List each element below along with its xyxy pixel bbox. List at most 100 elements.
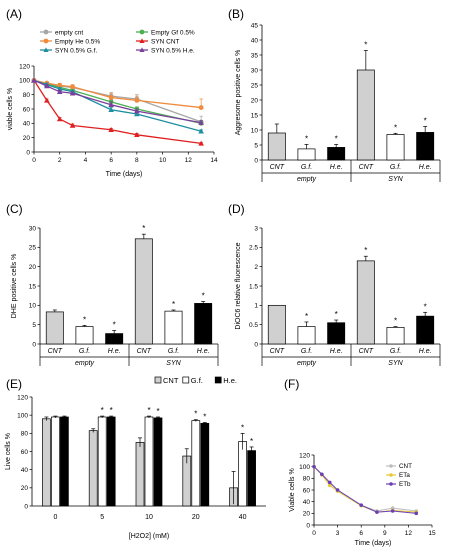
panel-e-label: (E) xyxy=(6,377,22,391)
F-xtick-label: 6 xyxy=(359,530,363,537)
A-series-3-point xyxy=(56,116,63,122)
A-legend-swatch-marker xyxy=(139,38,145,43)
A-series-5-point xyxy=(69,90,76,96)
panel-a-plot: 0 20 40 60 80 100 120 0 2 4 6 8 10 12 14 xyxy=(19,63,218,164)
E-ytick-label: 40 xyxy=(21,467,29,474)
panel-a-ylabel: viable cells % xyxy=(7,88,14,130)
C-category-label: CNT xyxy=(48,348,63,355)
D-category-label: CNT xyxy=(270,348,285,355)
C-bar xyxy=(75,326,94,345)
C-bar xyxy=(45,311,64,345)
E-legend-swatch xyxy=(154,376,162,384)
C-ytick-label: 5 xyxy=(32,322,36,329)
F-series-2-point xyxy=(327,480,332,485)
F-ytick-label: 40 xyxy=(303,499,311,506)
E-significance-mark: * xyxy=(101,406,104,415)
D-category-label: G.f. xyxy=(301,348,312,355)
A-ytick-label: 80 xyxy=(23,92,31,99)
C-ytick-label: 30 xyxy=(29,225,37,232)
B-significance-mark: * xyxy=(335,134,338,143)
C-bar xyxy=(194,303,213,345)
E-bar-H.e. xyxy=(60,416,69,507)
A-ytick-label: 40 xyxy=(23,121,31,128)
D-significance-mark: * xyxy=(305,312,308,321)
C-category-label: H.e. xyxy=(197,348,210,355)
E-significance-mark: * xyxy=(194,410,197,419)
D-ytick-label: 1.5 xyxy=(249,283,258,290)
C-category-label: CNT xyxy=(137,348,152,355)
B-ytick-label: 10 xyxy=(251,127,259,134)
A-series-5-point xyxy=(198,119,204,125)
panel-e-legend: CNT G.f. H.e. xyxy=(154,376,237,385)
panel-e-ylabel: Live cells % xyxy=(5,433,12,470)
A-series-2-point xyxy=(198,105,204,110)
panel-b-label: (B) xyxy=(228,7,244,21)
E-bar-H.e. xyxy=(153,417,163,507)
E-bar-G.f. xyxy=(97,416,107,507)
F-series-2-point xyxy=(375,510,379,514)
B-significance-mark: * xyxy=(364,41,367,50)
panel-f: (F) Viable cells % Time (days) 020406080… xyxy=(284,377,436,547)
B-category-label: H.e. xyxy=(419,164,432,171)
E-bar-G.f. xyxy=(51,416,60,507)
E-significance-mark: * xyxy=(203,412,206,421)
panel-b: (B) Aggresome positive cells % 0 5 10 15 20 2… xyxy=(228,7,441,183)
E-bar-H.e. xyxy=(247,450,256,507)
A-xtick-label: 12 xyxy=(185,157,193,164)
panel-f-label: (F) xyxy=(284,377,299,391)
A-ytick-label: 120 xyxy=(19,63,30,70)
F-series-2-point xyxy=(320,472,324,477)
A-ytick-label: 60 xyxy=(23,106,31,113)
D-significance-mark: * xyxy=(394,317,397,326)
C-ytick-label: 10 xyxy=(29,303,37,310)
F-legend-label: ETb xyxy=(399,481,411,488)
A-series-5-point xyxy=(56,89,63,95)
E-bar-CNT xyxy=(88,430,98,507)
F-legend-label: ETa xyxy=(399,472,410,479)
C-group-label: SYN xyxy=(166,360,181,367)
F-legend-swatch-marker xyxy=(389,473,393,477)
A-legend-swatch-marker xyxy=(43,38,49,44)
panel-f-legend: CNT ETa ETb xyxy=(386,463,412,488)
B-ytick-label: 35 xyxy=(251,52,259,59)
A-legend-swatch-marker xyxy=(139,29,145,35)
E-legend-swatch xyxy=(214,376,222,384)
E-category-label: 40 xyxy=(239,514,247,521)
D-bar xyxy=(386,327,405,345)
F-ytick-label: 120 xyxy=(299,452,310,459)
A-legend-swatch-marker xyxy=(43,47,49,52)
C-bar xyxy=(134,238,153,345)
D-ytick-label: 0 xyxy=(254,341,258,348)
E-category-label: 0 xyxy=(53,514,57,521)
D-bar xyxy=(356,260,375,345)
panel-f-xlabel: Time (days) xyxy=(355,540,392,547)
A-series-2-point xyxy=(134,98,140,103)
E-significance-mark: * xyxy=(241,423,244,432)
B-category-label: CNT xyxy=(359,164,374,171)
panel-d: (D) DiOC6 relative fluorescence 0 0.5 1 1.5… xyxy=(228,202,441,367)
A-xtick-label: 4 xyxy=(84,157,88,164)
A-series-4-point xyxy=(134,111,140,117)
D-ytick-label: 3 xyxy=(254,225,258,232)
F-series-2-point xyxy=(390,509,395,513)
D-ytick-label: 2 xyxy=(254,264,258,271)
A-xtick-label: 8 xyxy=(135,157,139,164)
D-significance-mark: * xyxy=(335,310,338,319)
F-xtick-label: 0 xyxy=(312,530,316,537)
E-bar-G.f. xyxy=(191,420,201,507)
E-category-label: 10 xyxy=(145,514,153,521)
A-series-3-point xyxy=(44,97,50,103)
panel-a-xlabel: Time (days) xyxy=(106,171,143,178)
D-bar xyxy=(416,315,435,345)
F-xtick-label: 15 xyxy=(428,530,436,537)
B-ytick-label: 5 xyxy=(254,142,258,149)
A-series-2-point xyxy=(57,82,63,88)
C-significance-mark: * xyxy=(172,300,175,309)
A-ytick-label: 20 xyxy=(23,135,31,142)
panel-e-xlabel: [H2O2] (mM) xyxy=(129,533,169,540)
A-legend-label: Empty Gf 0.5% xyxy=(151,29,195,36)
D-group-label: SYN xyxy=(388,360,403,367)
A-series-5-point xyxy=(134,108,140,114)
D-ytick-label: 2.5 xyxy=(249,245,258,252)
